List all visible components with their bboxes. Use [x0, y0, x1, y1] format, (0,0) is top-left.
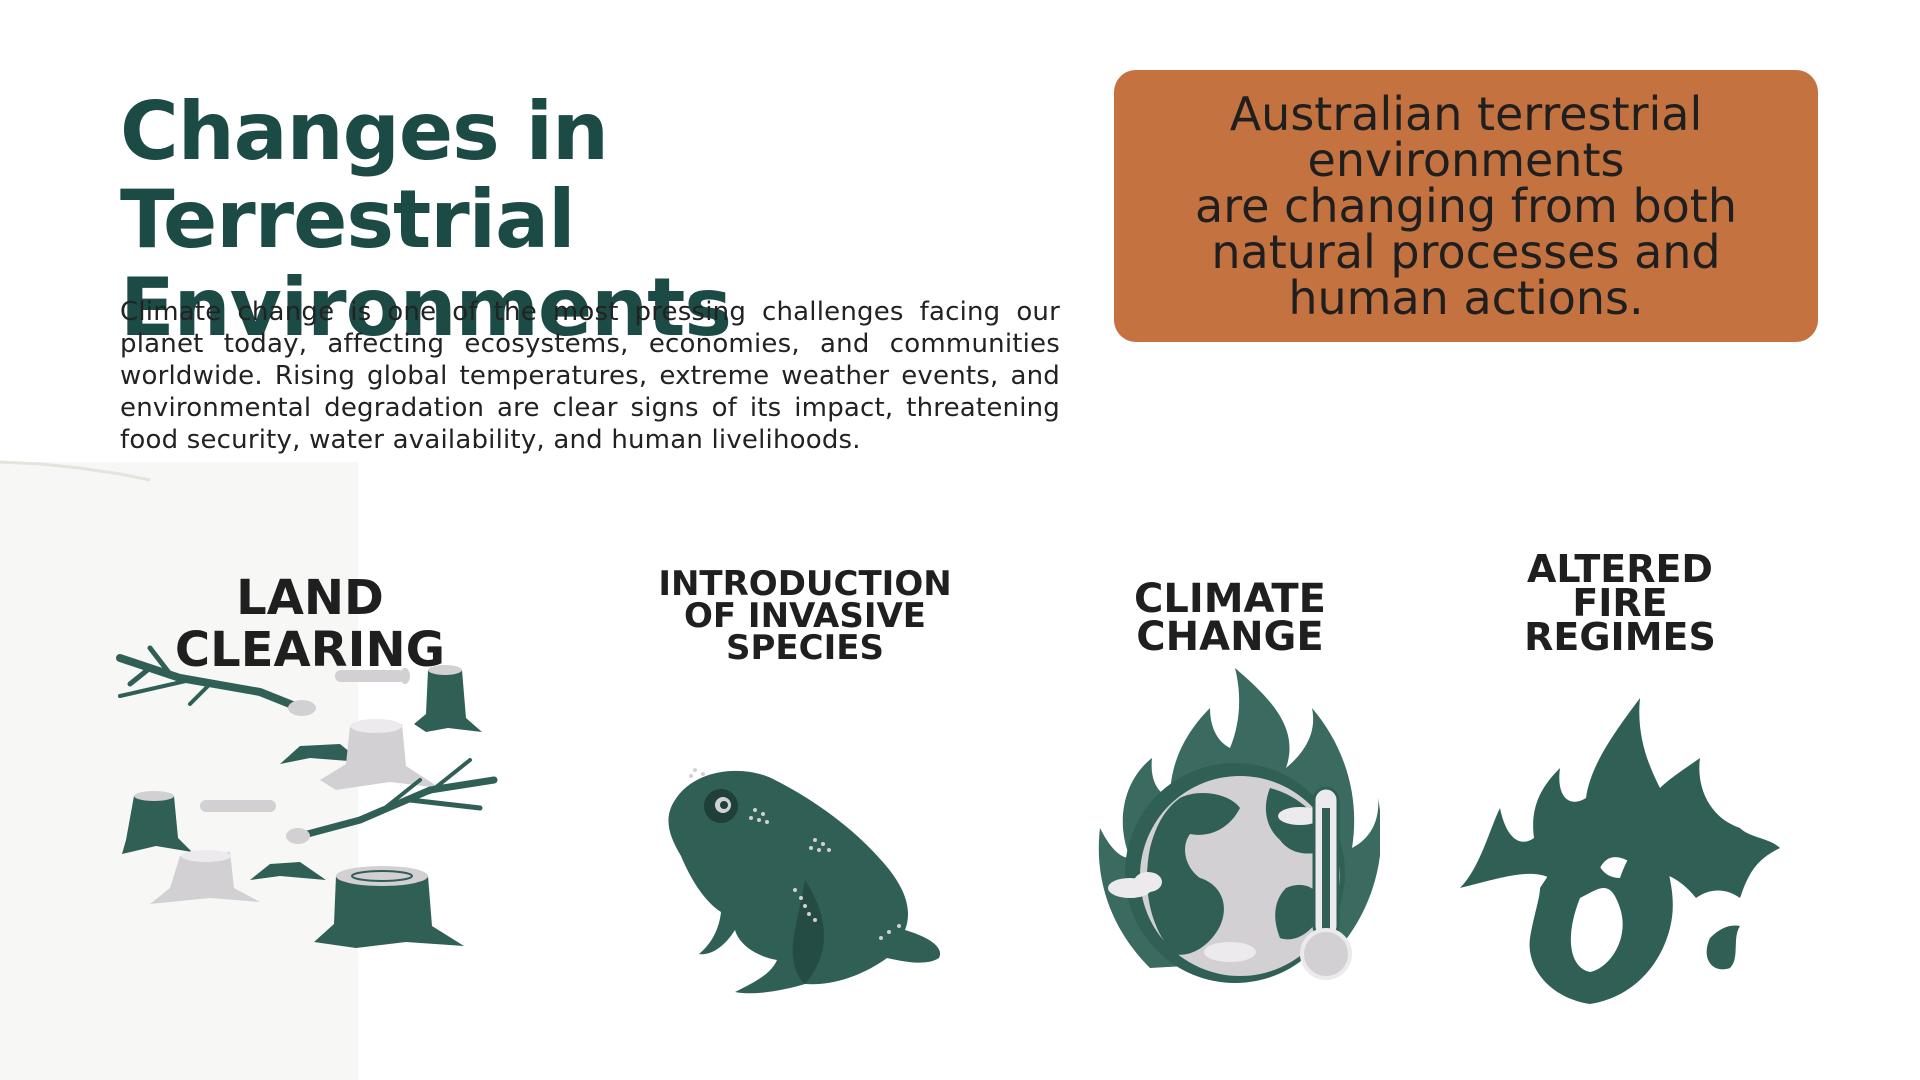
invasive-species-label-line-2: OF INVASIVE: [683, 596, 927, 636]
burning-globe-thermometer-icon: [1098, 668, 1380, 983]
callout-box: Australian terrestrial environments are …: [1114, 70, 1818, 342]
callout-line-2: environments: [1307, 133, 1625, 187]
callout-line-5: human actions.: [1288, 271, 1644, 325]
flames-icon: [1460, 698, 1780, 1004]
title-line-2: Environments: [120, 261, 732, 354]
callout-line-3: are changing from both: [1195, 179, 1737, 233]
torn-paper-background: [0, 460, 358, 1080]
callout-line-1: Australian terrestrial: [1229, 87, 1703, 141]
callout-line-4: natural processes and: [1211, 225, 1721, 279]
land-clearing-label: LAND CLEARING: [100, 572, 520, 676]
title-line-1: Changes in Terrestrial: [120, 85, 609, 266]
invasive-species-label-line-3: SPECIES: [726, 628, 884, 668]
tree-stumps-logs-icon: [116, 645, 498, 948]
cane-toad-icon: [668, 768, 941, 994]
climate-change-label-line-1: CLIMATE: [1134, 576, 1326, 622]
fire-regimes-label-line-1: ALTERED: [1527, 547, 1713, 591]
invasive-species-label: INTRODUCTION OF INVASIVE SPECIES: [640, 564, 970, 668]
climate-change-label: CLIMATE CHANGE: [1110, 576, 1350, 660]
invasive-species-label-line-1: INTRODUCTION: [658, 564, 952, 604]
intro-paragraph: Climate change is one of the most pressi…: [120, 297, 1060, 455]
fire-regimes-label: ALTERED FIRE REGIMES: [1500, 547, 1740, 659]
page-title: Changes in Terrestrial Environments: [120, 88, 1080, 352]
fire-regimes-label-line-2: FIRE: [1572, 581, 1668, 625]
fire-regimes-label-line-3: REGIMES: [1524, 615, 1716, 659]
climate-change-label-line-2: CHANGE: [1136, 614, 1324, 660]
land-clearing-label-line-1: LAND CLEARING: [174, 570, 446, 678]
